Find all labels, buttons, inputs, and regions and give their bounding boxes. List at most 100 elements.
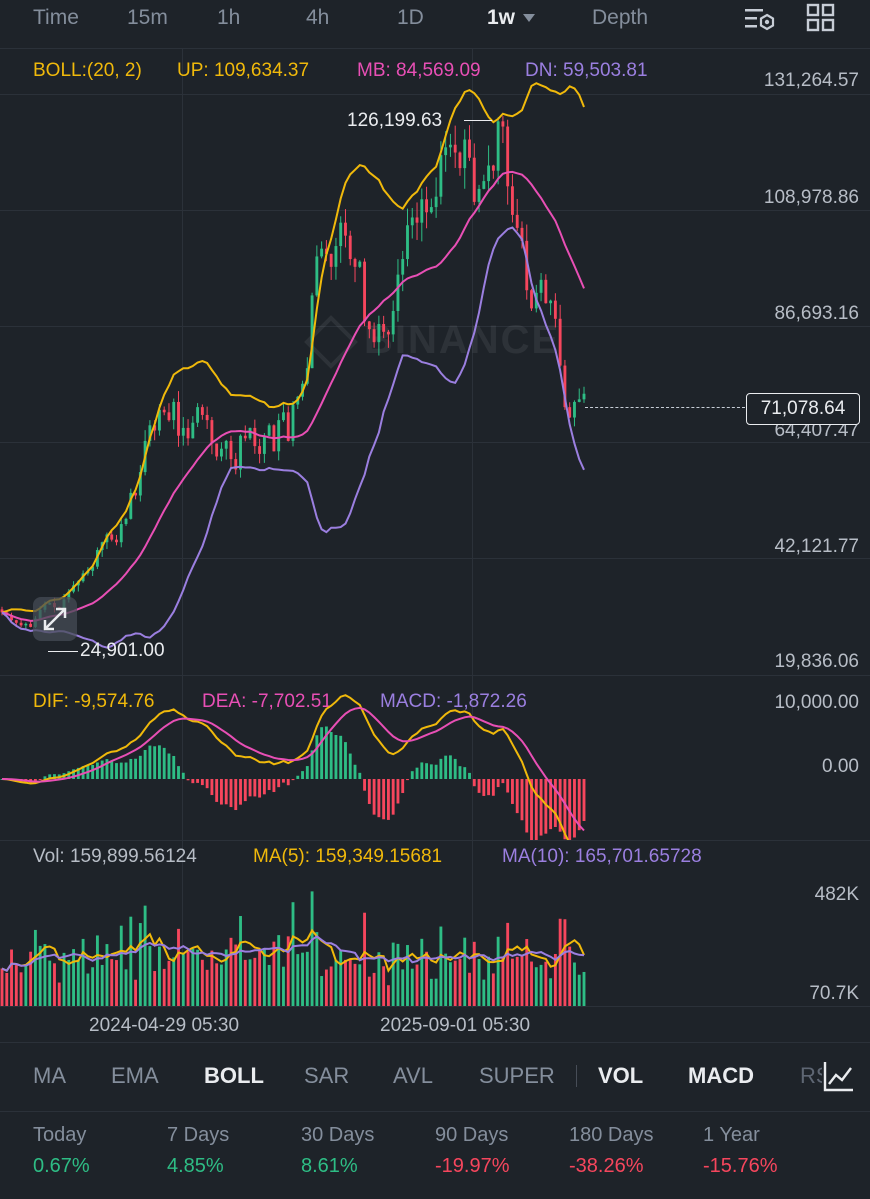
volume-bar xyxy=(367,976,371,1006)
macd-histogram-bar xyxy=(33,779,37,782)
interval-1d[interactable]: 1D xyxy=(397,6,424,29)
tab-avl[interactable]: AVL xyxy=(393,1063,433,1088)
macd-histogram-bar xyxy=(310,750,314,779)
candle-body xyxy=(515,214,519,228)
macd-histogram-bar xyxy=(148,745,152,779)
volume-value: Vol: 159,899.56124 xyxy=(33,846,197,867)
volume-bar xyxy=(468,972,471,1006)
interval-4h[interactable]: 4h xyxy=(306,6,330,29)
layout-grid-icon[interactable] xyxy=(806,3,836,33)
macd-histogram-bar xyxy=(167,753,171,779)
interval-15m[interactable]: 15m xyxy=(127,6,168,29)
volume-bar xyxy=(401,969,405,1006)
macd-histogram-bar xyxy=(415,767,419,779)
stat-value: 8.61% xyxy=(301,1155,358,1177)
candle-body xyxy=(511,186,514,215)
candle-body xyxy=(124,518,128,525)
tab-macd[interactable]: MACD xyxy=(688,1063,754,1088)
volume-bar xyxy=(210,950,214,1006)
depth-tab[interactable]: Depth xyxy=(592,6,649,29)
volume-bar xyxy=(162,968,166,1006)
price-axis-label: 42,121.77 xyxy=(774,536,859,557)
volume-bar xyxy=(19,972,23,1006)
interval-1w[interactable]: 1w xyxy=(487,6,536,30)
macd-histogram-bar xyxy=(329,732,333,779)
macd-value: MACD: -1,872.26 xyxy=(380,691,527,712)
candle-body xyxy=(344,222,347,236)
candle-body xyxy=(277,420,281,452)
volume-bar xyxy=(429,978,433,1006)
macd-histogram-bar xyxy=(377,779,381,818)
price-chart[interactable] xyxy=(0,48,870,676)
candle-body xyxy=(372,329,376,343)
chart-settings-icon[interactable] xyxy=(822,1059,856,1093)
volume-bar xyxy=(215,963,219,1006)
volume-bar xyxy=(81,938,85,1006)
time-tab[interactable]: Time xyxy=(33,6,79,29)
macd-histogram-bar xyxy=(563,779,567,840)
tab-ema[interactable]: EMA xyxy=(111,1063,159,1088)
stat-today: Today 0.67% xyxy=(33,1124,90,1178)
stat-label: 180 Days xyxy=(569,1124,654,1146)
candle-body xyxy=(558,318,562,366)
volume-bar xyxy=(372,972,376,1006)
candle-body xyxy=(434,196,438,208)
volume-bar xyxy=(305,951,309,1006)
volume-bar xyxy=(10,949,13,1006)
volume-pane-bottom xyxy=(0,1006,870,1007)
candle-body xyxy=(420,199,424,223)
macd-histogram-bar xyxy=(105,759,109,779)
candle-body xyxy=(425,199,429,213)
tab-ma[interactable]: MA xyxy=(33,1063,66,1088)
tab-boll[interactable]: BOLL xyxy=(204,1063,264,1088)
macd-histogram-bar xyxy=(134,758,138,779)
volume-bar xyxy=(205,969,209,1006)
indicator-settings-icon[interactable] xyxy=(743,4,777,34)
candle-body xyxy=(282,412,285,421)
volume-bar xyxy=(43,944,47,1006)
tab-sar[interactable]: SAR xyxy=(304,1063,350,1088)
volume-bar xyxy=(296,954,300,1006)
candle-body xyxy=(262,435,266,454)
volume-bar xyxy=(496,936,500,1006)
gridline xyxy=(0,210,870,211)
volume-ma5-value: MA(5): 159,349.15681 xyxy=(253,846,443,867)
volume-ma10-line xyxy=(1,935,585,972)
volume-bar xyxy=(472,941,476,1006)
macd-histogram-bar xyxy=(477,779,481,793)
volume-bar xyxy=(5,972,9,1006)
candle-body xyxy=(501,121,505,127)
volume-bar xyxy=(487,956,491,1006)
candle-body xyxy=(215,443,219,457)
boll-params: BOLL:(20, 2) xyxy=(33,60,142,81)
interval-1h[interactable]: 1h xyxy=(217,6,241,29)
volume-bar xyxy=(134,979,138,1006)
volume-bar xyxy=(406,945,409,1006)
macd-chart[interactable] xyxy=(0,676,870,840)
volume-bar xyxy=(353,963,357,1006)
boll-upper-band xyxy=(1,82,585,614)
macd-dif-value: DIF: -9,574.76 xyxy=(33,691,155,712)
macd-dea-value: DEA: -7,702.51 xyxy=(202,691,332,712)
volume-bar xyxy=(444,953,448,1006)
chevron-down-icon xyxy=(523,14,536,23)
volume-bar xyxy=(558,918,562,1006)
candle-body xyxy=(458,152,462,169)
macd-histogram-bar xyxy=(196,779,200,783)
volume-chart[interactable] xyxy=(0,841,870,1006)
volume-bar xyxy=(243,959,247,1006)
expand-chart-button[interactable] xyxy=(33,597,77,641)
macd-histogram-bar xyxy=(382,779,386,820)
gridline xyxy=(0,442,870,443)
tab-super[interactable]: SUPER xyxy=(479,1063,555,1088)
macd-histogram-bar xyxy=(425,763,429,779)
tab-rsi[interactable]: RS xyxy=(800,1063,822,1088)
tab-vol[interactable]: VOL xyxy=(598,1063,644,1088)
macd-histogram-bar xyxy=(267,779,271,791)
volume-bar xyxy=(291,902,295,1006)
volume-bar xyxy=(544,961,548,1006)
macd-histogram-bar xyxy=(124,762,128,779)
high-marker-line xyxy=(464,120,492,121)
timeframe-toolbar: Time 15m 1h 4h 1D 1w Depth xyxy=(0,0,870,49)
volume-bar xyxy=(186,951,190,1006)
